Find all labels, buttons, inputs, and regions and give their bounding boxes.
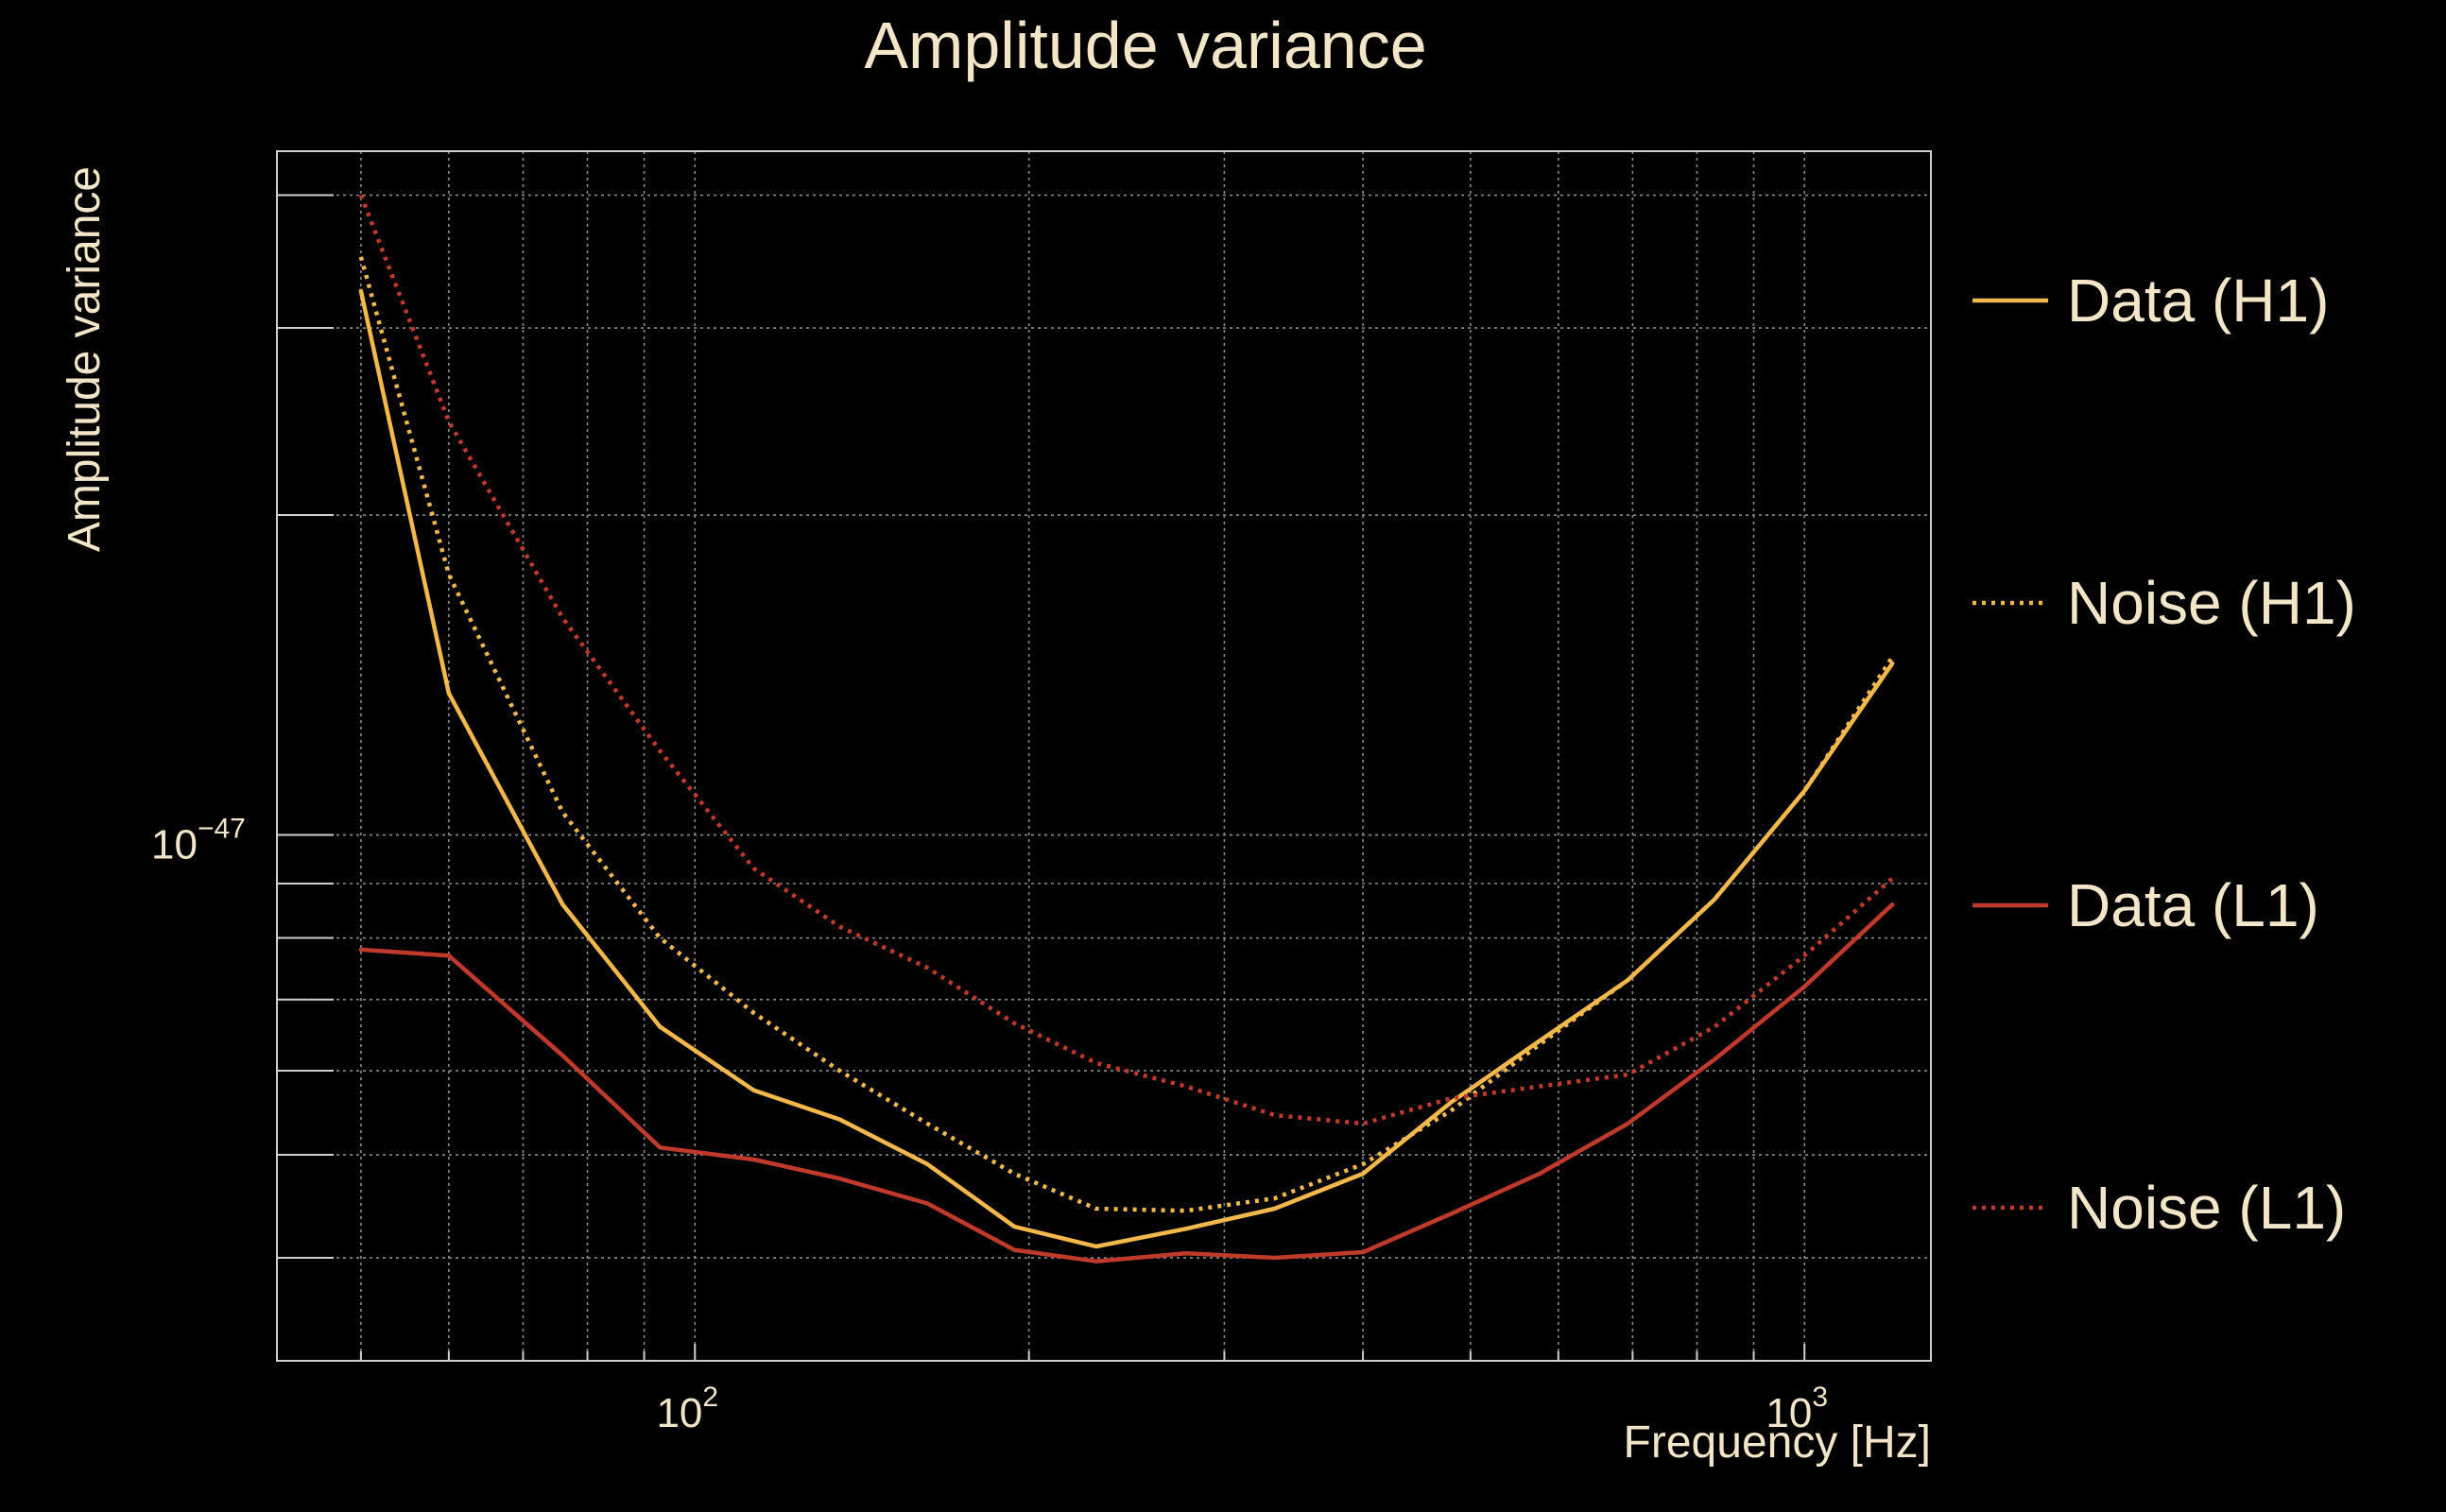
y-tick-label: 10−47 [151,814,246,868]
x-tick-label: 103 [1766,1382,1828,1436]
legend-label: Noise (L1) [2067,1174,2346,1242]
series-line-1 [358,288,1895,1249]
legend-label: Data (H1) [2067,266,2329,335]
plot-frame [276,150,1932,1362]
x-axis-label: Frequency [Hz] [1624,1418,1931,1468]
legend-label: Noise (H1) [2067,569,2356,637]
series-line-4 [358,194,1894,1126]
x-tick-label: 102 [656,1382,718,1436]
y-axis-label: Amplitude variance [60,166,110,552]
grid-layer [277,151,1931,1361]
legend-label: Data (L1) [2067,871,2319,939]
chart-title: Amplitude variance [864,9,1426,82]
legend: Data (H1) Noise (H1) Data (L1) Noise (L1) [1972,266,2356,1242]
series-line-2 [358,256,1895,1213]
tick-layer: 102 103 10−47 [151,194,1828,1436]
series-line-3 [358,902,1895,1263]
series-layer [358,194,1895,1263]
